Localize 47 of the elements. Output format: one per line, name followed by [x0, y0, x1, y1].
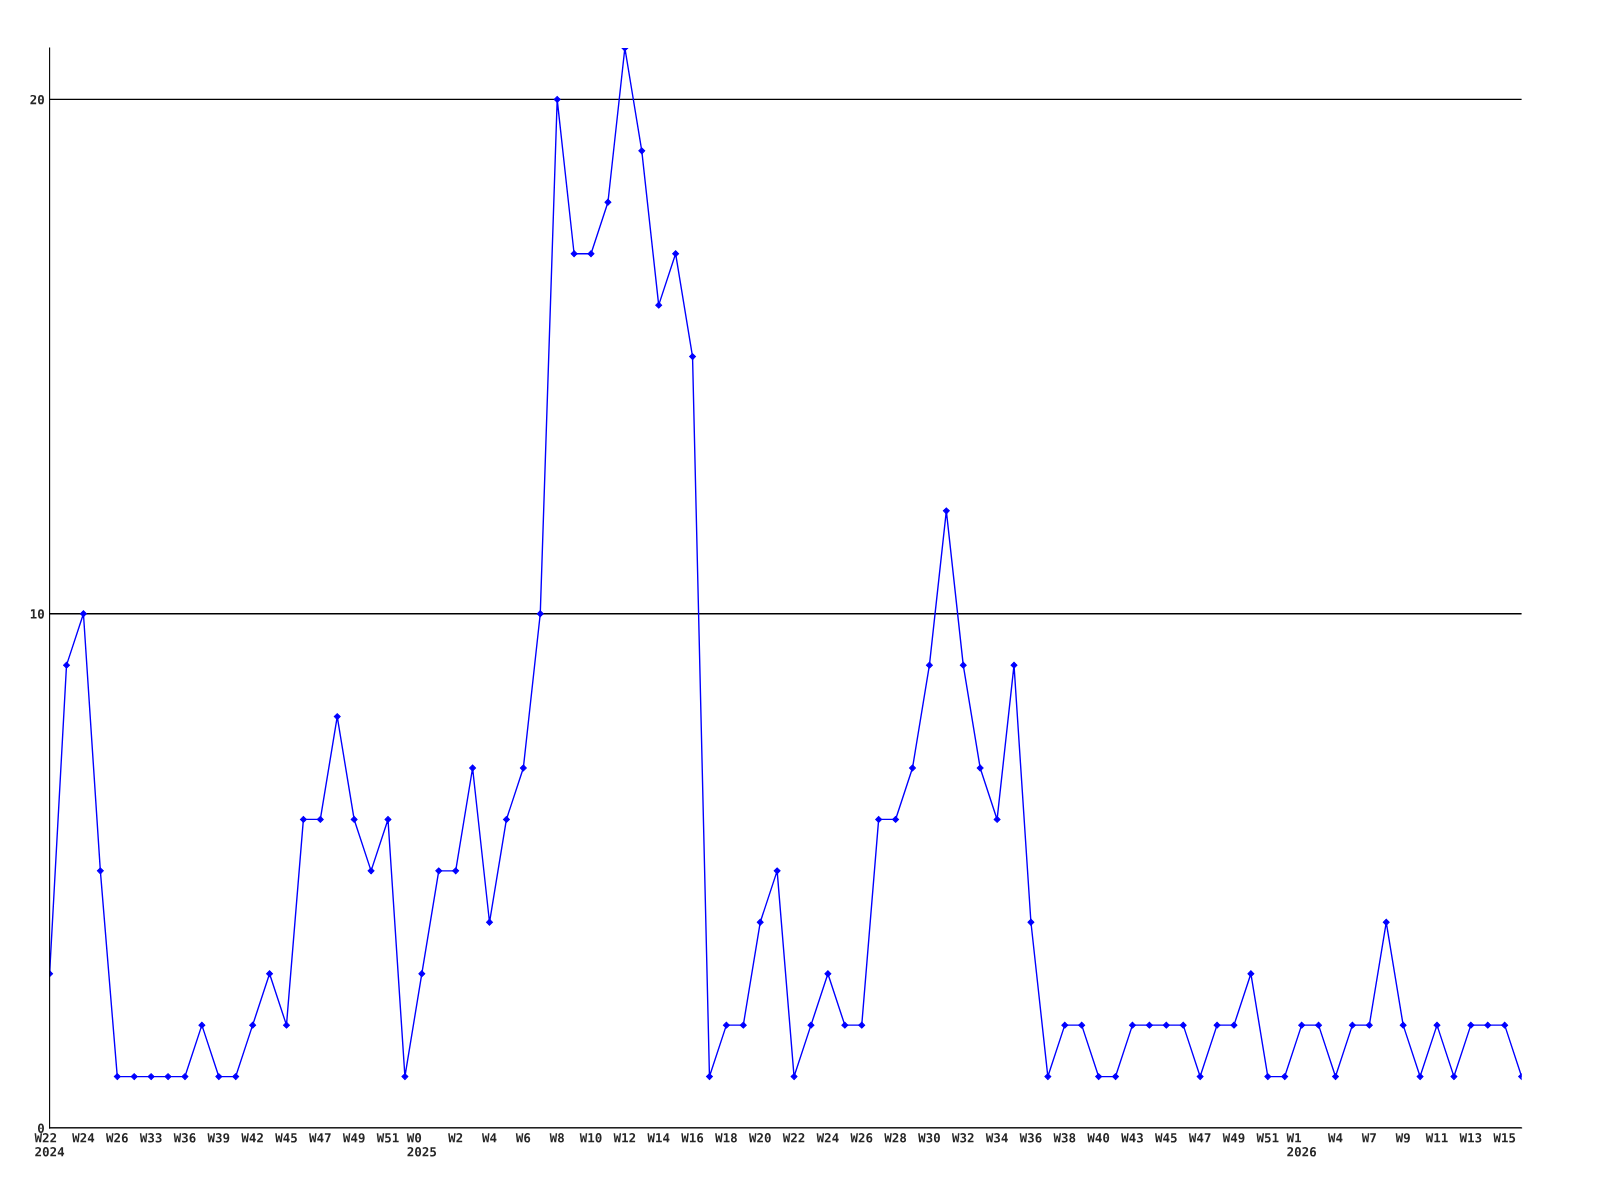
x-tick-label: W24	[816, 1133, 839, 1143]
x-tick-label: W38	[1053, 1133, 1076, 1143]
x-tick-label: W36	[1019, 1133, 1042, 1143]
x-tick-label: W24	[72, 1133, 95, 1143]
x-tick-label: W49	[342, 1133, 365, 1143]
x-tick-label: W4	[481, 1133, 497, 1143]
x-tick-label: W6	[515, 1133, 531, 1143]
x-tick-label: W32	[951, 1133, 974, 1143]
x-tick-label: W26	[105, 1133, 128, 1143]
x-tick-label: W0 2025	[406, 1133, 437, 1157]
x-tick-label: W7	[1361, 1133, 1376, 1143]
x-tick-label: W39	[207, 1133, 230, 1143]
x-tick-label: W22 2024	[34, 1133, 65, 1157]
x-tick-label: W47	[1188, 1133, 1211, 1143]
x-tick-label: W10	[579, 1133, 602, 1143]
x-tick-label: W40	[1087, 1133, 1110, 1143]
x-tick-label: W1 2026	[1286, 1133, 1317, 1157]
x-tick-label: W51	[1256, 1133, 1279, 1143]
x-tick-label: W49	[1222, 1133, 1245, 1143]
x-tick-label: W2	[448, 1133, 463, 1143]
x-tick-label: W13	[1459, 1133, 1482, 1143]
x-tick-label: W26	[850, 1133, 873, 1143]
x-tick-label: W9	[1395, 1133, 1410, 1143]
x-tick-label: W20	[748, 1133, 771, 1143]
x-tick-label: W51	[376, 1133, 399, 1143]
x-tick-label: W12	[613, 1133, 636, 1143]
x-tick-label: W28	[884, 1133, 907, 1143]
x-tick-label: W8	[549, 1133, 564, 1143]
x-tick-label: W22	[782, 1133, 805, 1143]
y-tick-label: 10	[30, 609, 44, 619]
x-tick-label: W47	[309, 1133, 331, 1143]
x-tick-label: W45	[1155, 1133, 1177, 1143]
x-tick-label: W15	[1493, 1133, 1516, 1143]
y-tick-label: 20	[30, 94, 44, 105]
x-tick-label: W14	[647, 1133, 670, 1143]
x-tick-label: W43	[1121, 1133, 1143, 1143]
x-tick-label: W16	[681, 1133, 704, 1143]
x-tick-label: W18	[715, 1133, 737, 1143]
x-tick-label: W34	[985, 1133, 1008, 1143]
x-tick-label: W11	[1425, 1133, 1448, 1143]
x-tick-label: W30	[918, 1133, 940, 1143]
x-tick-label: W36	[173, 1133, 196, 1143]
x-tick-label: W45	[275, 1133, 297, 1143]
y-tick-label: 0	[37, 1123, 44, 1133]
x-tick-label: W42	[241, 1133, 263, 1143]
x-tick-label: W4	[1327, 1133, 1343, 1143]
x-tick-label: W33	[139, 1133, 162, 1143]
